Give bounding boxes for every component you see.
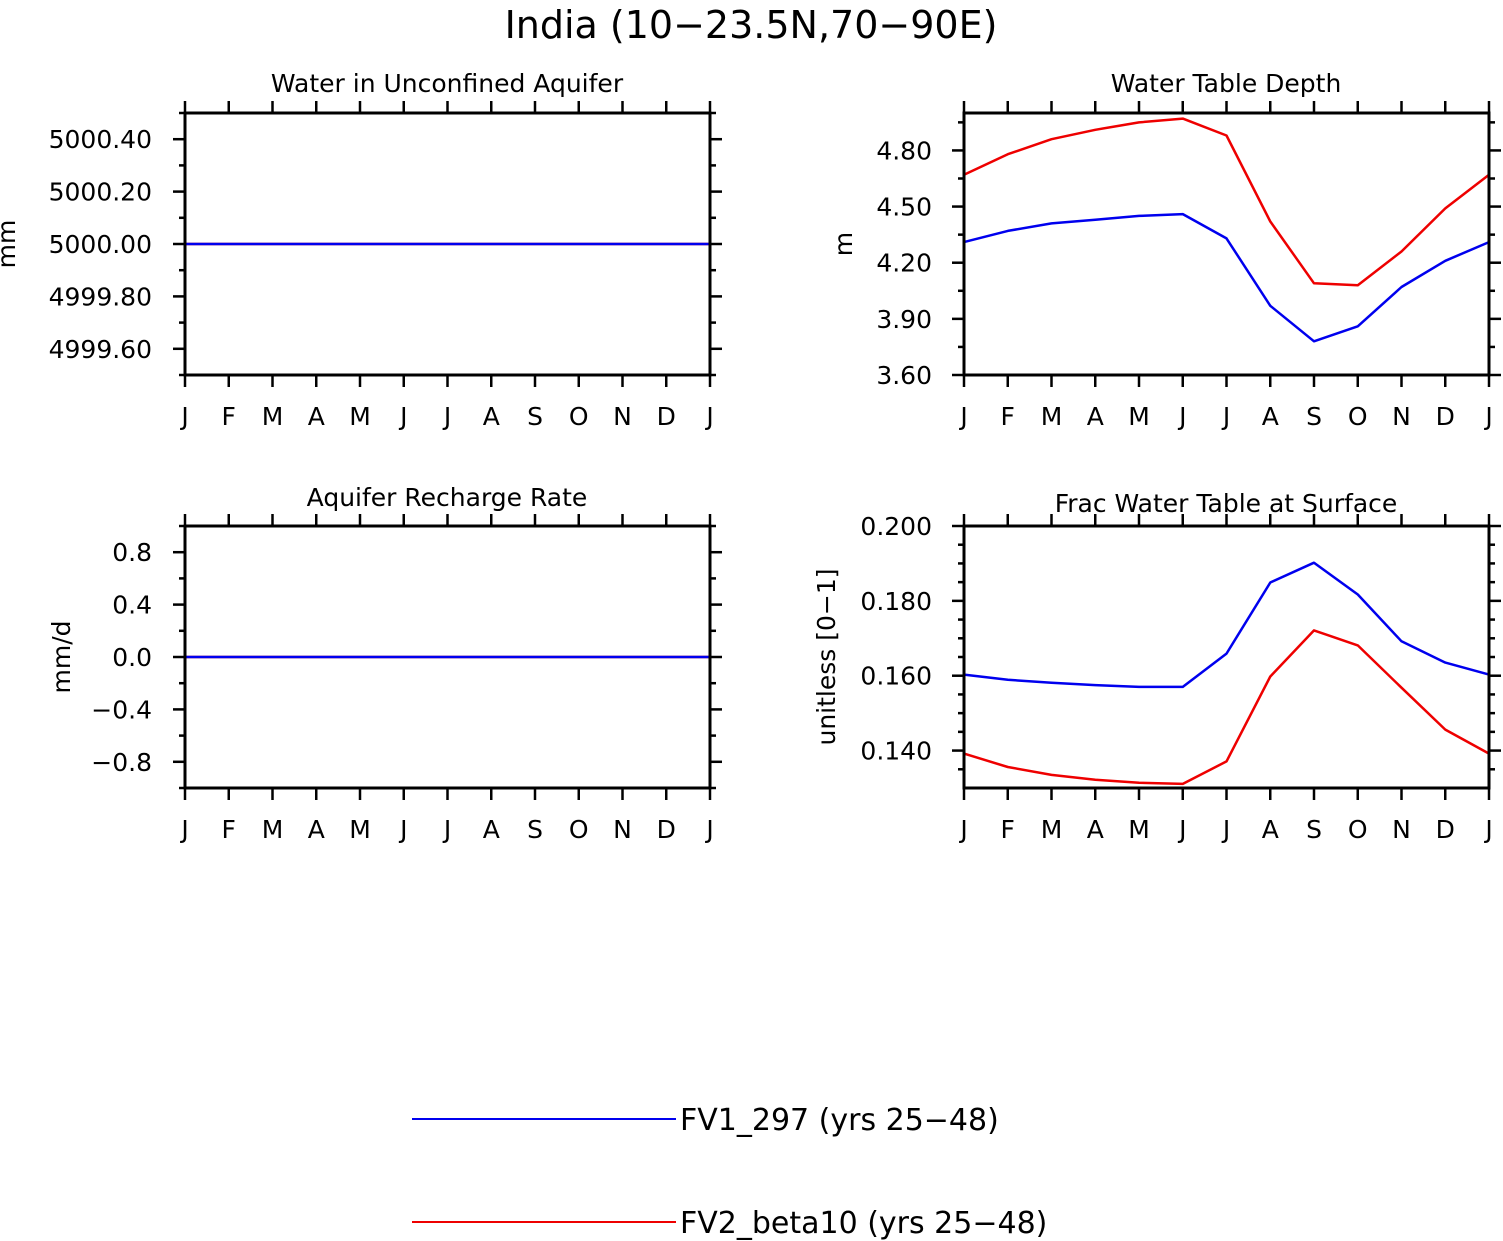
x-tick-label: S — [527, 402, 543, 431]
x-tick-label: M — [1041, 402, 1063, 431]
x-tick-label: F — [222, 402, 236, 431]
x-tick-label: A — [1087, 402, 1104, 431]
x-tick-label: S — [1306, 815, 1322, 844]
panel-title: Water Table Depth — [1111, 69, 1342, 98]
y-tick-label: −0.4 — [91, 695, 152, 724]
x-tick-label: J — [958, 402, 967, 431]
x-tick-label: A — [1262, 815, 1279, 844]
x-tick-label: O — [1348, 815, 1368, 844]
x-tick-label: F — [222, 815, 236, 844]
x-tick-label: O — [569, 815, 589, 844]
x-tick-label: J — [704, 815, 713, 844]
x-tick-label: A — [483, 402, 500, 431]
x-tick-label: N — [613, 402, 632, 431]
y-axis-label: m — [829, 232, 858, 256]
plot-frame — [183, 524, 712, 790]
legend-item-1: FV1_297 (yrs 25−48) — [412, 1103, 999, 1138]
y-tick-label: 0.140 — [860, 737, 932, 766]
legend-label: FV2_beta10 (yrs 25−48) — [680, 1206, 1047, 1241]
y-tick-label: 0.200 — [860, 512, 932, 541]
panel-title: Aquifer Recharge Rate — [307, 483, 588, 512]
x-tick-label: D — [1436, 815, 1455, 844]
x-tick-label: J — [179, 815, 188, 844]
y-tick-label: 5000.00 — [49, 230, 152, 259]
x-tick-label: A — [1087, 815, 1104, 844]
y-tick-label: 0.160 — [860, 662, 932, 691]
plot-frame — [962, 524, 1491, 790]
x-tick-label: M — [1041, 815, 1063, 844]
panel-title: Frac Water Table at Surface — [1055, 489, 1398, 518]
x-tick-label: J — [1221, 815, 1230, 844]
x-tick-label: D — [657, 402, 676, 431]
x-tick-label: A — [1262, 402, 1279, 431]
y-tick-label: 4.20 — [876, 249, 932, 278]
x-tick-label: A — [483, 815, 500, 844]
x-tick-label: J — [1177, 402, 1186, 431]
panels: J F M A M J J A S O N D J4999.604999.805000.005000.2… — [0, 69, 1501, 844]
x-tick-label: N — [1392, 402, 1411, 431]
series-line-2 — [963, 629, 1490, 786]
x-tick-label: F — [1001, 815, 1015, 844]
y-axis-label: unitless [0−1] — [812, 568, 841, 745]
x-tick-label: J — [398, 402, 407, 431]
x-tick-label: J — [1177, 815, 1186, 844]
legend: FV1_297 (yrs 25−48) FV2_beta10 (yrs 25−48… — [412, 1103, 1047, 1241]
y-tick-label: 4999.60 — [49, 335, 152, 364]
y-tick-label: 3.90 — [876, 305, 932, 334]
legend-item-2: FV2_beta10 (yrs 25−48) — [412, 1206, 1047, 1241]
x-tick-label: N — [1392, 815, 1411, 844]
y-tick-label: 4.50 — [876, 193, 932, 222]
plot-frame — [183, 111, 712, 377]
y-tick-label: −0.8 — [91, 748, 152, 777]
y-tick-label: 0.0 — [112, 643, 152, 672]
x-tick-label: M — [349, 402, 371, 431]
series-line-1 — [963, 561, 1490, 689]
x-tick-label: M — [1128, 815, 1150, 844]
y-tick-label: 4.80 — [876, 136, 932, 165]
x-tick-label: D — [657, 815, 676, 844]
x-tick-label: A — [308, 402, 325, 431]
x-tick-label: O — [1348, 402, 1368, 431]
x-tick-label: J — [1221, 402, 1230, 431]
x-tick-label: J — [1483, 815, 1492, 844]
x-tick-label: O — [569, 402, 589, 431]
x-tick-label: S — [1306, 402, 1322, 431]
x-tick-label: M — [262, 402, 284, 431]
y-axis-label: mm — [0, 220, 21, 269]
x-tick-label: J — [179, 402, 188, 431]
legend-label: FV1_297 (yrs 25−48) — [680, 1103, 999, 1138]
main-title: India (10−23.5N,70−90E) — [505, 3, 998, 47]
y-tick-label: 3.60 — [876, 361, 932, 390]
y-tick-label: 5000.40 — [49, 125, 152, 154]
x-tick-label: F — [1001, 402, 1015, 431]
y-tick-label: 5000.20 — [49, 178, 152, 207]
x-tick-label: M — [1128, 402, 1150, 431]
y-tick-label: 0.8 — [112, 538, 152, 567]
y-tick-label: 0.4 — [112, 591, 152, 620]
panel-title: Water in Unconfined Aquifer — [271, 69, 624, 98]
x-tick-label: J — [958, 815, 967, 844]
y-axis-label: mm/d — [47, 621, 76, 694]
y-tick-label: 0.180 — [860, 587, 932, 616]
x-tick-label: N — [613, 815, 632, 844]
series-line-1 — [963, 212, 1490, 343]
y-tick-label: 4999.80 — [49, 282, 152, 311]
x-tick-label: J — [442, 402, 451, 431]
x-tick-label: J — [398, 815, 407, 844]
x-tick-label: J — [442, 815, 451, 844]
plot-frame — [962, 111, 1491, 377]
chart-panel-1: J F M A M J J A S O N D J4999.604999.805000.005000.2… — [0, 69, 722, 431]
x-tick-label: J — [1483, 402, 1492, 431]
series-line-2 — [963, 117, 1490, 287]
x-tick-label: S — [527, 815, 543, 844]
x-tick-label: M — [262, 815, 284, 844]
x-tick-label: J — [704, 402, 713, 431]
x-tick-label: A — [308, 815, 325, 844]
x-tick-label: D — [1436, 402, 1455, 431]
x-tick-label: M — [349, 815, 371, 844]
